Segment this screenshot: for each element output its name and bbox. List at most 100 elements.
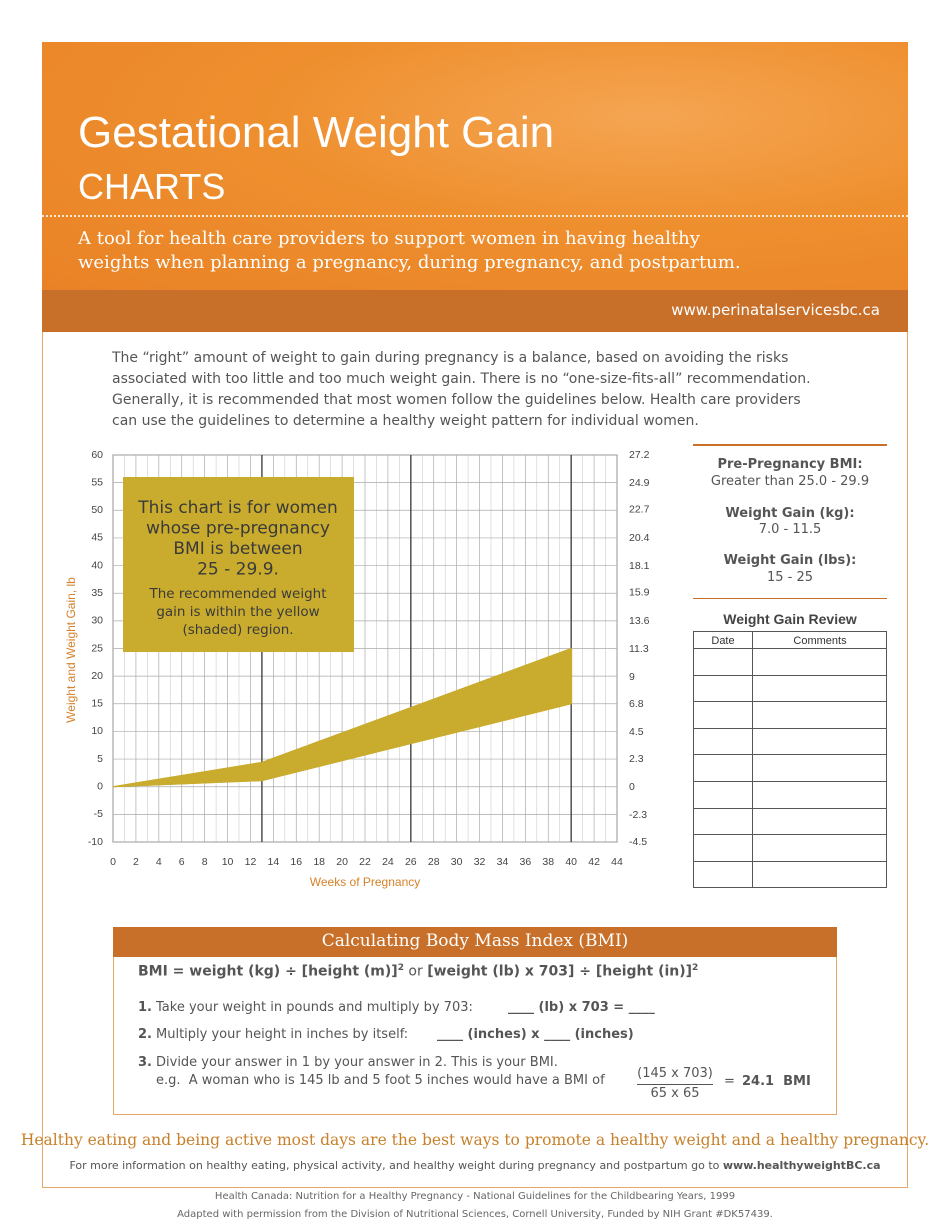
fraction-bar: [637, 1084, 713, 1085]
column-divider: [752, 632, 753, 887]
panel-heading: Weight Gain (lbs):: [723, 553, 857, 568]
panel-value: 7.0 - 11.5: [758, 522, 822, 537]
y2-tick-label: 9: [629, 671, 635, 683]
formula-part: or: [403, 963, 428, 980]
x-tick-label: 22: [359, 856, 371, 868]
panel-value: Greater than 25.0 - 29.9: [710, 474, 870, 489]
url-bar: [42, 290, 908, 332]
x-tick-label: 42: [588, 856, 600, 868]
annotation-box: [123, 477, 354, 652]
step-number: 1.: [138, 1000, 152, 1015]
y2-tick-label: 18.1: [629, 560, 650, 572]
y2-tick-label: 13.6: [629, 615, 650, 627]
intro-line: Generally, it is recommended that most w…: [112, 392, 801, 408]
panel-value: 15 - 25: [766, 570, 814, 585]
url[interactable]: www.perinatalservicesbc.ca: [671, 301, 880, 319]
column-header: Comments: [793, 635, 847, 647]
intro-line: can use the guidelines to determine a he…: [112, 413, 699, 429]
y2-tick-label: 4.5: [629, 726, 644, 738]
slogan: Healthy eating and being active most day…: [20, 1131, 930, 1149]
lower-bound: [112, 703, 572, 788]
x-tick-label: 44: [611, 856, 623, 868]
credit: Health Canada: Nutrition for a Healthy P…: [214, 1191, 736, 1202]
y-tick-label: 30: [91, 615, 103, 627]
info-url[interactable]: www.healthyweightBC.ca: [722, 1159, 881, 1172]
x-tick-label: 24: [382, 856, 394, 868]
y-tick-label: 55: [91, 476, 103, 488]
numerator: (145 x 703): [637, 1066, 713, 1081]
annotation-main: BMI is between: [173, 539, 302, 559]
info-text: For more information on healthy eating, …: [69, 1159, 723, 1172]
annotation-note: (shaded) region.: [182, 622, 293, 638]
annotation-note: The recommended weight: [148, 586, 326, 602]
x-tick-label: 30: [451, 856, 463, 868]
formula-part: BMI = weight (kg) ÷ [height (m)]: [138, 963, 398, 980]
x-tick-label: 12: [245, 856, 257, 868]
table-row-line: [694, 807, 886, 809]
y2-tick-label: 15.9: [629, 587, 650, 599]
x-tick-label: 20: [336, 856, 348, 868]
y-axis-label: Weight and Weight Gain, lb: [64, 577, 78, 723]
superscript: 2: [397, 963, 404, 973]
x-tick-label: 28: [428, 856, 440, 868]
dotted-rule: [42, 215, 908, 217]
intro-line: The “right” amount of weight to gain dur…: [112, 350, 789, 366]
y-tick-label: 10: [91, 725, 103, 737]
table-row-line: [694, 860, 886, 862]
column-header: Date: [711, 635, 735, 647]
x-tick-label: 8: [202, 856, 208, 868]
y-tick-label: 20: [91, 670, 103, 682]
table-row-line: [694, 727, 886, 729]
x-tick-label: 26: [405, 856, 417, 868]
step-number: 3.: [138, 1055, 152, 1070]
equals: =: [724, 1074, 735, 1089]
panel-heading: Weight Gain (kg):: [725, 506, 855, 521]
info: For more information on healthy eating, …: [69, 1159, 880, 1172]
x-tick-label: 2: [133, 856, 139, 868]
x-tick-label: 0: [110, 856, 116, 868]
annotation-note: gain is within the yellow: [156, 604, 319, 620]
y-tick-label: 60: [91, 449, 103, 461]
x-tick-label: 6: [179, 856, 185, 868]
tagline: weights when planning a pregnancy, durin…: [78, 252, 741, 273]
y2-tick-label: 24.9: [629, 477, 650, 489]
step-blank: ____ (lb) x 703 = ____: [508, 1000, 655, 1015]
y-tick-label: 50: [91, 504, 103, 516]
y2-tick-label: 27.2: [629, 449, 650, 461]
review-table: Date Comments: [693, 631, 887, 888]
credit: Adapted with permission from the Divisio…: [177, 1209, 773, 1220]
subtitle: CHARTS: [78, 166, 226, 207]
table-row-line: [694, 648, 886, 649]
step-text: Multiply your height in inches by itself…: [156, 1027, 409, 1042]
review-title: Weight Gain Review: [723, 611, 857, 627]
intro-line: associated with too little and too much …: [112, 371, 811, 387]
upper-bound: [112, 648, 572, 788]
y-tick-label: 40: [91, 559, 103, 571]
annotation-main: whose pre-pregnancy: [146, 519, 330, 539]
y2-tick-label: 6.8: [629, 698, 644, 710]
step-blank: ____ (inches) x ____ (inches): [437, 1027, 634, 1042]
bmi-box-header: [113, 927, 837, 957]
y-tick-label: 45: [91, 532, 103, 544]
y2-tick-label: -2.3: [629, 809, 647, 821]
superscript: 2: [692, 963, 699, 973]
panel-rule: [693, 444, 887, 446]
step-number: 2.: [138, 1027, 152, 1042]
chart: -10-5051015202530354045505560-4.5-2.302.…: [64, 449, 650, 889]
x-tick-label: 10: [222, 856, 234, 868]
x-tick-label: 4: [156, 856, 162, 868]
x-tick-label: 14: [268, 856, 280, 868]
y2-tick-label: 11.3: [629, 643, 649, 655]
example-text: e.g. A woman who is 145 lb and 5 foot 5 …: [156, 1073, 605, 1088]
table-row-line: [694, 674, 886, 676]
panel-heading: Pre-Pregnancy BMI:: [717, 457, 863, 472]
table-row-line: [694, 834, 886, 836]
y-tick-label: 5: [97, 753, 103, 765]
y2-tick-label: 22.7: [629, 504, 650, 516]
y-tick-label: 15: [91, 698, 103, 710]
title: Gestational Weight Gain: [78, 108, 555, 157]
panel-rule: [693, 598, 887, 599]
y-tick-label: 25: [91, 642, 103, 654]
y-tick-label: 0: [97, 780, 103, 792]
result: 24.1 BMI: [742, 1074, 811, 1089]
